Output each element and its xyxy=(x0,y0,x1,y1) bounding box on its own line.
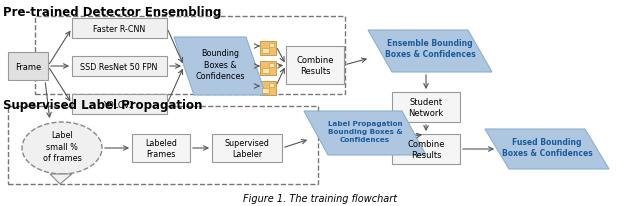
Polygon shape xyxy=(304,111,426,155)
Text: Combine
Results: Combine Results xyxy=(296,56,333,76)
Text: Supervised
Labeler: Supervised Labeler xyxy=(225,138,269,158)
FancyBboxPatch shape xyxy=(392,92,460,122)
FancyBboxPatch shape xyxy=(262,49,269,54)
Polygon shape xyxy=(485,129,609,169)
FancyBboxPatch shape xyxy=(72,95,167,115)
FancyBboxPatch shape xyxy=(72,57,167,77)
FancyBboxPatch shape xyxy=(286,47,344,85)
Text: SSD ResNet 50 FPN: SSD ResNet 50 FPN xyxy=(80,62,157,71)
Text: Student
Network: Student Network xyxy=(408,97,444,117)
FancyBboxPatch shape xyxy=(262,69,269,74)
FancyBboxPatch shape xyxy=(260,82,276,96)
Text: Figure 1. The training flowchart: Figure 1. The training flowchart xyxy=(243,193,397,203)
FancyBboxPatch shape xyxy=(260,62,276,76)
Text: Labeled
Frames: Labeled Frames xyxy=(145,138,177,158)
Text: Fused Bounding
Boxes & Confidences: Fused Bounding Boxes & Confidences xyxy=(502,137,593,157)
FancyBboxPatch shape xyxy=(262,89,269,94)
FancyBboxPatch shape xyxy=(8,53,48,81)
FancyBboxPatch shape xyxy=(269,84,274,88)
Text: Faster R-CNN: Faster R-CNN xyxy=(93,24,145,33)
FancyBboxPatch shape xyxy=(269,64,274,68)
FancyBboxPatch shape xyxy=(269,44,274,48)
FancyBboxPatch shape xyxy=(392,134,460,164)
Text: YOLOv2: YOLOv2 xyxy=(104,100,134,109)
FancyBboxPatch shape xyxy=(132,134,190,162)
Text: Ensemble Bounding
Boxes & Confidences: Ensemble Bounding Boxes & Confidences xyxy=(385,39,476,59)
Text: Supervised Label Propagation: Supervised Label Propagation xyxy=(3,98,202,111)
FancyBboxPatch shape xyxy=(212,134,282,162)
Polygon shape xyxy=(368,31,492,73)
Text: Frame: Frame xyxy=(15,62,41,71)
Polygon shape xyxy=(174,38,266,96)
Text: Label
small %
of frames: Label small % of frames xyxy=(43,131,81,162)
Ellipse shape xyxy=(22,122,102,174)
Text: Label Propagation
Bounding Boxes &
Confidences: Label Propagation Bounding Boxes & Confi… xyxy=(328,121,403,142)
Polygon shape xyxy=(50,174,72,184)
Text: Combine
Results: Combine Results xyxy=(407,139,445,159)
FancyBboxPatch shape xyxy=(72,19,167,39)
Text: Bounding
Boxes &
Confidences: Bounding Boxes & Confidences xyxy=(195,49,244,80)
Text: Pre-trained Detector Ensembling: Pre-trained Detector Ensembling xyxy=(3,6,221,19)
FancyBboxPatch shape xyxy=(260,42,276,56)
